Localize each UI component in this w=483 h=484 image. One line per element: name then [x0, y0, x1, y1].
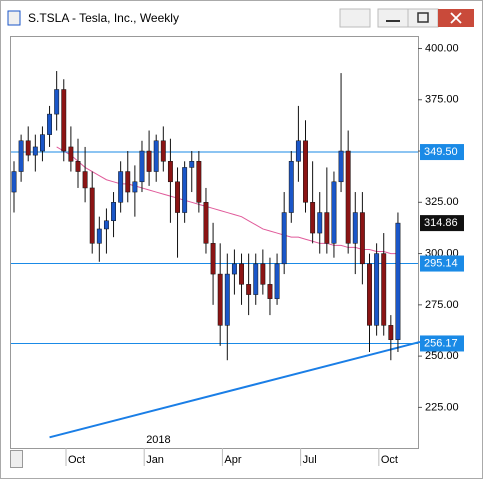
candle-body: [317, 212, 323, 234]
level-label: 349.50: [424, 146, 458, 158]
candle-body: [359, 212, 365, 265]
candle-body: [39, 134, 45, 152]
y-tick-label: 250.00: [425, 350, 459, 362]
candle-body: [395, 222, 401, 340]
level-label: 256.17: [424, 337, 458, 349]
candle-body: [203, 202, 209, 244]
level-box: [420, 255, 464, 272]
candle-body: [281, 212, 287, 265]
level-box: [420, 335, 464, 352]
candle-body: [75, 161, 81, 172]
candle-body: [61, 89, 67, 152]
x-tick-label: Oct: [381, 454, 398, 466]
maximize-icon: [417, 12, 429, 23]
x-tick-label: Jul: [303, 454, 317, 466]
candle-body: [217, 273, 223, 326]
candle-body: [260, 263, 266, 285]
candle-body: [196, 161, 202, 203]
last-price-box: [420, 215, 464, 232]
candle-body: [338, 150, 344, 183]
level-box: [420, 144, 464, 161]
window-icon: [7, 10, 21, 26]
candle-body: [246, 284, 252, 295]
candle-body: [367, 263, 372, 326]
candle-body: [345, 150, 351, 244]
candle-body: [125, 171, 131, 193]
candle-body: [89, 187, 95, 244]
candle-body: [68, 146, 74, 162]
candle-body: [224, 273, 230, 326]
candle-body: [267, 284, 273, 299]
candle-body: [18, 140, 24, 172]
candle-body: [111, 202, 116, 222]
y-tick-label: 225.00: [425, 401, 459, 413]
candle-body: [118, 171, 124, 203]
candle-body: [47, 113, 52, 135]
candle-body: [303, 140, 308, 203]
year-label: 2018: [146, 434, 170, 446]
candle-body: [54, 89, 60, 115]
candle-body: [96, 228, 102, 244]
candle-body: [182, 167, 188, 213]
candle-body: [175, 181, 180, 213]
candle-body: [146, 150, 152, 172]
candle-body: [324, 212, 330, 244]
candle-body: [132, 181, 138, 193]
level-label: 295.14: [424, 257, 458, 269]
candle-body: [295, 140, 301, 162]
candle-body: [11, 171, 17, 193]
y-tick-label: 375.00: [425, 94, 459, 106]
candle-body: [160, 140, 166, 162]
y-tick-label: 275.00: [425, 299, 459, 311]
candle-body: [103, 220, 109, 230]
candle-body: [352, 212, 358, 244]
x-tick-label: Oct: [68, 454, 85, 466]
candle-body: [32, 146, 38, 156]
candle-body: [374, 253, 380, 326]
candle-body: [210, 243, 216, 275]
trendline: [49, 341, 421, 439]
candle-body: [82, 171, 88, 189]
y-tick-label: 325.00: [425, 196, 459, 208]
candle-body: [239, 263, 244, 285]
last-price-label: 314.86: [424, 217, 458, 229]
link-button[interactable]: [339, 8, 371, 28]
x-tick-label: Apr: [224, 454, 241, 466]
moving-average: [56, 146, 398, 255]
close-icon: [450, 12, 462, 24]
scroll-box[interactable]: [10, 450, 23, 468]
candle-body: [189, 161, 195, 168]
y-tick-label: 300.00: [425, 247, 459, 259]
candle-body: [167, 161, 173, 183]
minimize-button[interactable]: [377, 8, 409, 28]
candle-body: [25, 140, 31, 156]
candle-body: [274, 263, 280, 299]
maximize-button[interactable]: [407, 8, 439, 28]
candle-body: [310, 202, 316, 234]
candle-body: [139, 150, 145, 183]
candle-body: [253, 263, 259, 295]
candle-body: [153, 140, 159, 172]
candle-body: [381, 253, 387, 326]
candle-body: [388, 325, 394, 340]
candle-body: [231, 263, 237, 275]
window-title: S.TSLA - Tesla, Inc., Weekly: [28, 11, 179, 25]
y-tick-label: 400.00: [425, 42, 459, 54]
candle-body: [331, 181, 337, 244]
x-tick-label: Jan: [146, 454, 164, 466]
candle-body: [288, 161, 294, 213]
